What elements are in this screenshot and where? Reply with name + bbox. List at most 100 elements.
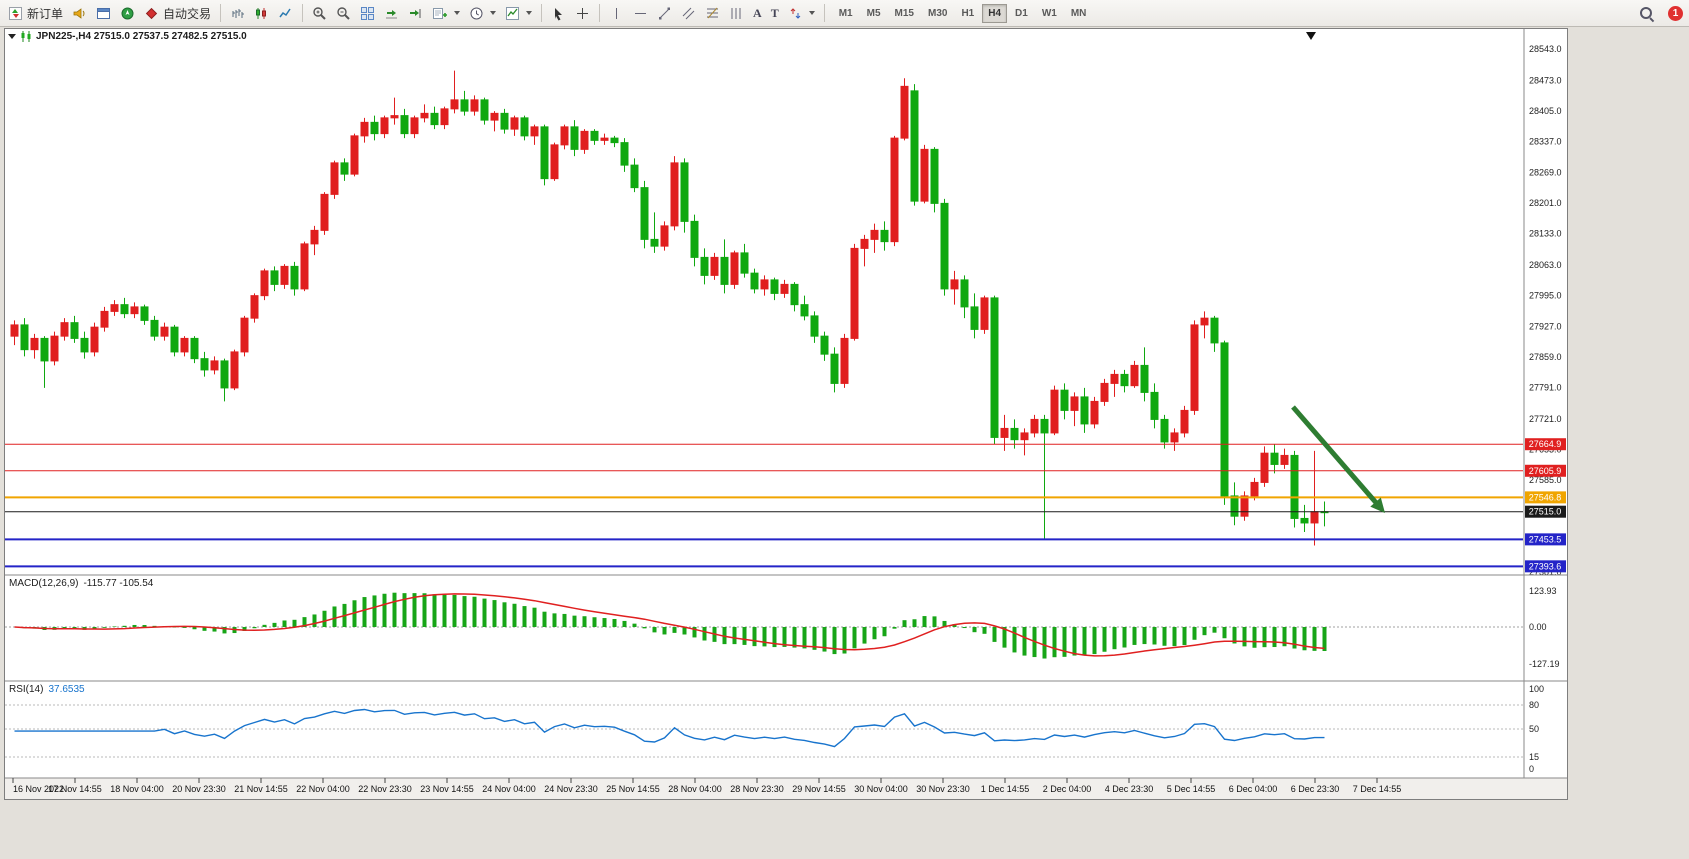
- new-order-button[interactable]: 新订单: [4, 3, 67, 24]
- arrows-icon: [788, 6, 803, 21]
- search-button[interactable]: [1635, 3, 1658, 24]
- horizontal-line-tool-button[interactable]: [629, 3, 652, 24]
- svg-text:50: 50: [1529, 724, 1539, 734]
- tile-windows-button[interactable]: [356, 3, 379, 24]
- navigator-button[interactable]: [116, 3, 139, 24]
- svg-text:28133.0: 28133.0: [1529, 229, 1562, 239]
- timeframe-button-W1[interactable]: W1: [1036, 4, 1063, 23]
- channel-tool-button[interactable]: [677, 3, 700, 24]
- chevron-down-icon: [526, 11, 533, 15]
- svg-text:28405.0: 28405.0: [1529, 106, 1562, 116]
- svg-text:27721.0: 27721.0: [1529, 414, 1562, 424]
- bar-chart-button[interactable]: [226, 3, 249, 24]
- zoom-out-button[interactable]: [332, 3, 355, 24]
- timeframe-button-D1[interactable]: D1: [1009, 4, 1034, 23]
- time-axis[interactable]: [12, 778, 1378, 783]
- timeframe-button-H4[interactable]: H4: [982, 3, 1008, 23]
- svg-text:100: 100: [1529, 684, 1544, 694]
- rsi-value: 37.6535: [48, 684, 85, 695]
- candles-layer: [10, 70, 1329, 546]
- chart-shift-marker[interactable]: [1306, 32, 1316, 40]
- timeframe-toolbar: M1 M5 M15 M30 H1 H4 D1 W1 MN: [832, 3, 1094, 23]
- vertical-line-tool-button[interactable]: [605, 3, 628, 24]
- chart-shift-button[interactable]: [404, 3, 427, 24]
- svg-text:123.93: 123.93: [1529, 586, 1557, 596]
- zoom-out-icon: [336, 6, 351, 21]
- line-chart-button[interactable]: [274, 3, 297, 24]
- price-tag: [1525, 533, 1566, 546]
- svg-text:15: 15: [1529, 752, 1539, 762]
- cursor-icon: [551, 6, 566, 21]
- svg-text:0: 0: [1529, 764, 1534, 774]
- chevron-down-icon: [490, 11, 497, 15]
- price-tag: [1525, 560, 1566, 573]
- cycle-lines-tool-button[interactable]: [725, 3, 748, 24]
- auto-scroll-icon: [384, 6, 399, 21]
- search-icon: [1639, 6, 1654, 21]
- new-order-label: 新订单: [27, 6, 64, 21]
- candlestick-chart-button[interactable]: [250, 3, 273, 24]
- rsi-line: [14, 708, 1325, 748]
- chart-title-bar: JPN225-,H4 27515.0 27537.5 27482.5 27515…: [8, 31, 247, 42]
- annotation-arrow[interactable]: [1291, 405, 1382, 509]
- price-tag: [1525, 491, 1566, 504]
- timeframe-button-M30[interactable]: M30: [922, 4, 953, 23]
- toolbar-separator: [220, 4, 222, 22]
- fibonacci-icon: [705, 6, 720, 21]
- tile-windows-icon: [360, 6, 375, 21]
- svg-text:27546.8: 27546.8: [1529, 492, 1562, 502]
- timeframe-button-M15[interactable]: M15: [889, 4, 920, 23]
- time-axis-strip: [5, 778, 1567, 799]
- text-tool-button[interactable]: A: [749, 3, 766, 24]
- chevron-down-icon: [454, 11, 461, 15]
- line-chart-icon: [278, 6, 293, 21]
- macd-values: -115.77 -105.54: [83, 578, 154, 589]
- auto-trading-button[interactable]: 自动交易: [140, 3, 215, 24]
- trendline-icon: [657, 6, 672, 21]
- auto-scroll-button[interactable]: [380, 3, 403, 24]
- svg-text:27605.9: 27605.9: [1529, 466, 1562, 476]
- chart-canvas[interactable]: 28543.0 28473.0 28405.0 28337.0 28269.0 28201…: [5, 29, 1567, 799]
- trendline-tool-button[interactable]: [653, 3, 676, 24]
- timeframe-button-MN[interactable]: MN: [1065, 4, 1093, 23]
- time-axis-label: 24 Nov 23:30: [544, 784, 598, 794]
- toolbar-separator: [599, 4, 601, 22]
- svg-text:28543.0: 28543.0: [1529, 44, 1562, 54]
- crosshair-icon: [575, 6, 590, 21]
- time-axis-label: 7 Dec 14:55: [1353, 784, 1402, 794]
- time-axis-label: 28 Nov 23:30: [730, 784, 784, 794]
- time-axis-label: 17 Nov 14:55: [48, 784, 102, 794]
- time-axis-label: 16 Nov 2022: [13, 784, 64, 794]
- svg-text:-127.19: -127.19: [1529, 659, 1560, 669]
- macd-label: MACD(12,26,9) -115.77 -105.54: [9, 578, 153, 589]
- macd-layer: [14, 592, 1327, 659]
- zoom-in-button[interactable]: [308, 3, 331, 24]
- new-chart-button[interactable]: [428, 3, 464, 24]
- chart-menu-caret-icon[interactable]: [8, 34, 16, 39]
- timeframe-button-M5[interactable]: M5: [861, 4, 887, 23]
- time-axis-label: 25 Nov 14:55: [606, 784, 660, 794]
- svg-text:28473.0: 28473.0: [1529, 76, 1562, 86]
- svg-text:27453.5: 27453.5: [1529, 534, 1562, 544]
- symbol-candles-icon: [20, 31, 32, 42]
- period-button[interactable]: [465, 3, 500, 24]
- arrows-tool-button[interactable]: [784, 3, 819, 24]
- indicators-button[interactable]: [501, 3, 536, 24]
- timeframe-button-H1[interactable]: H1: [955, 4, 980, 23]
- rsi-label: RSI(14) 37.6535: [9, 684, 85, 695]
- timeframe-button-M1[interactable]: M1: [833, 4, 859, 23]
- market-watch-button[interactable]: [68, 3, 91, 24]
- svg-text:27791.0: 27791.0: [1529, 382, 1562, 392]
- price-tag: [1525, 505, 1566, 518]
- chevron-down-icon: [808, 11, 815, 15]
- notification-badge[interactable]: 1: [1668, 6, 1683, 21]
- cursor-tool-button[interactable]: [547, 3, 570, 24]
- time-axis-label: 28 Nov 04:00: [668, 784, 722, 794]
- crosshair-tool-button[interactable]: [571, 3, 594, 24]
- charts-window-button[interactable]: [92, 3, 115, 24]
- macd-signal-line: [14, 593, 1325, 657]
- toolbar-separator: [541, 4, 543, 22]
- fibonacci-tool-button[interactable]: [701, 3, 724, 24]
- new-order-icon: [8, 6, 23, 21]
- text-label-tool-button[interactable]: T: [767, 3, 783, 24]
